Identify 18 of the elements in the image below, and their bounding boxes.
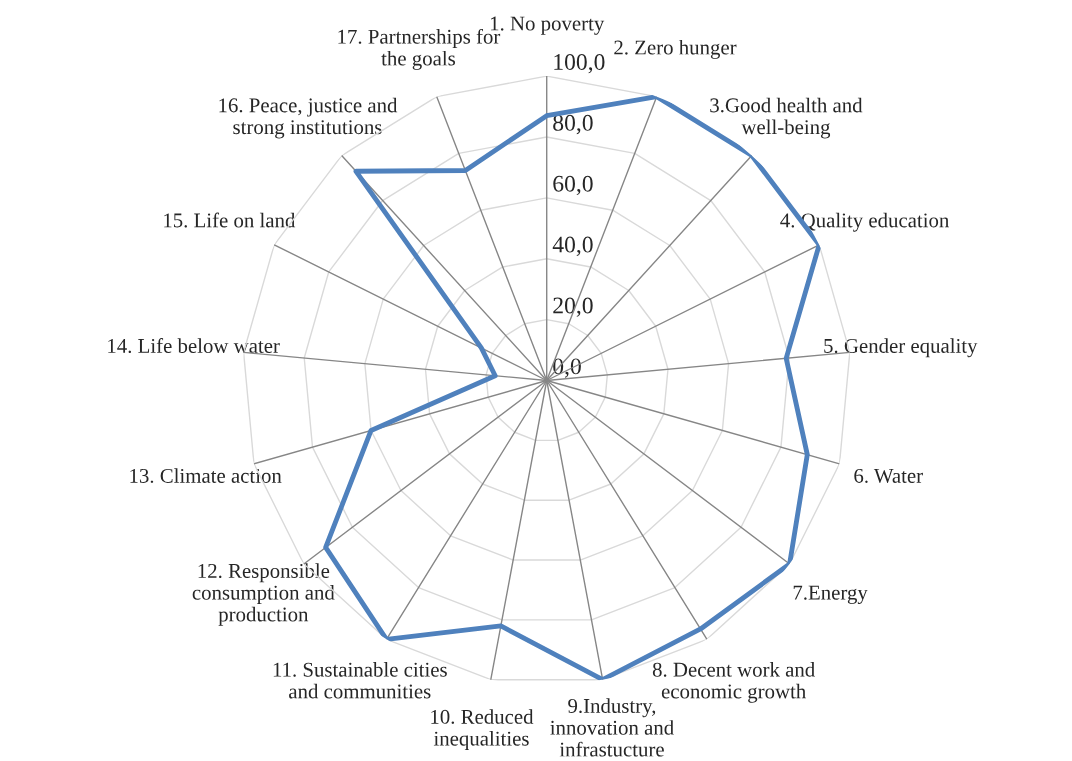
y-tick-label: 20,0 — [553, 297, 593, 317]
spoke-label: 7.Energy — [793, 585, 868, 604]
y-tick-label: 100,0 — [554, 53, 605, 74]
spoke-label: 12. Responsible consumption and production — [192, 563, 335, 626]
spoke-label: 3.Good health and well-being — [710, 97, 863, 139]
y-tick-label: 80,0 — [553, 114, 593, 135]
y-tick-label: 40,0 — [552, 236, 593, 256]
spoke-label: 6. Water — [854, 468, 923, 483]
spoke-label: 11. Sustainable cities and communities — [273, 662, 447, 699]
y-tick-label: 0,0 — [553, 358, 581, 378]
spoke-label: 16. Peace, justice and strong institutions — [219, 97, 398, 139]
spoke-label: 5. Gender equality — [824, 338, 978, 358]
y-tick-label: 60,0 — [553, 175, 593, 196]
spoke-label: 13. Climate action — [130, 468, 282, 483]
spoke-label: 10. Reduced inequalities — [431, 709, 534, 750]
spoke-label: 14. Life below water — [108, 338, 280, 354]
spoke-label: 2. Zero hunger — [614, 39, 737, 59]
spoke-label: 15. Life on land — [164, 212, 296, 228]
